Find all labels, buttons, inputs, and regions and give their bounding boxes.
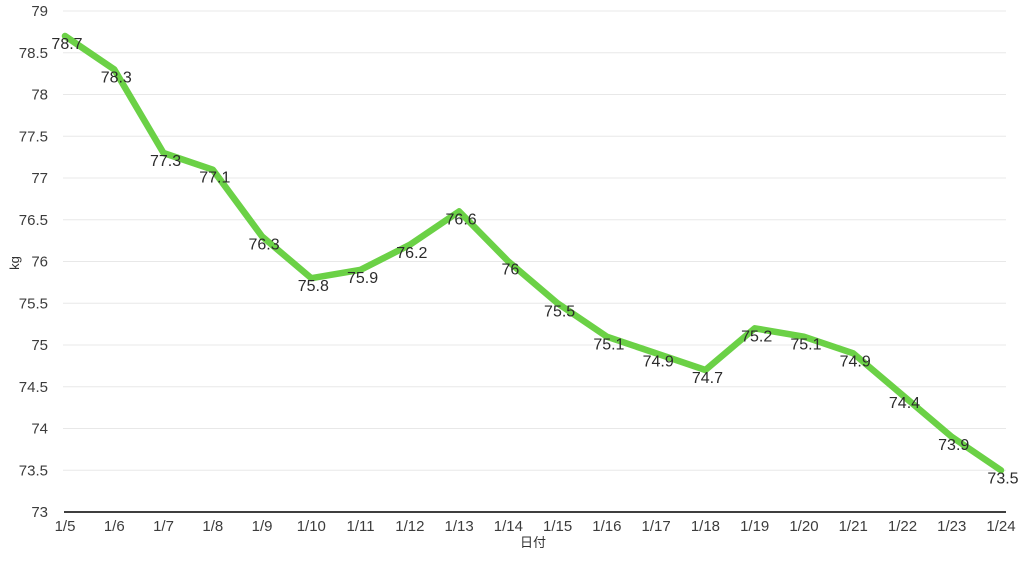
x-tick-label: 1/6 bbox=[104, 518, 125, 535]
y-tick-label: 75 bbox=[31, 337, 48, 354]
y-tick-label: 76 bbox=[31, 254, 48, 271]
x-tick-label: 1/9 bbox=[252, 518, 273, 535]
data-label: 76.3 bbox=[248, 236, 279, 253]
x-tick-label: 1/12 bbox=[395, 518, 424, 535]
x-tick-label: 1/14 bbox=[494, 518, 523, 535]
data-label: 76.2 bbox=[396, 245, 427, 262]
x-tick-label: 1/18 bbox=[691, 518, 720, 535]
y-tick-label: 78.5 bbox=[19, 45, 48, 62]
x-tick-label: 1/20 bbox=[789, 518, 818, 535]
data-label: 77.1 bbox=[199, 170, 230, 187]
x-tick-label: 1/24 bbox=[986, 518, 1015, 535]
data-label: 76 bbox=[501, 262, 519, 279]
x-tick-label: 1/7 bbox=[153, 518, 174, 535]
data-label: 75.1 bbox=[790, 337, 821, 354]
data-label: 73.9 bbox=[938, 437, 969, 454]
y-tick-label: 77 bbox=[31, 170, 48, 187]
data-label: 74.9 bbox=[840, 353, 871, 370]
x-tick-label: 1/15 bbox=[543, 518, 572, 535]
x-tick-label: 1/17 bbox=[642, 518, 671, 535]
x-tick-label: 1/11 bbox=[347, 518, 375, 535]
x-axis-title: 日付 bbox=[520, 535, 546, 550]
y-axis-tick-labels: 79 78.5 78 77.5 77 76.5 76 75.5 75 74.5 74 73.5 73 bbox=[19, 3, 48, 521]
y-tick-label: 78 bbox=[31, 87, 48, 104]
data-label: 74.4 bbox=[889, 395, 920, 412]
data-label: 75.1 bbox=[593, 337, 624, 354]
x-axis-tick-labels: 1/5 1/6 1/7 1/8 1/9 1/10 1/11 1/12 1/13 1/14 1/15 1… bbox=[55, 518, 1016, 535]
x-tick-label: 1/23 bbox=[937, 518, 966, 535]
data-label: 78.3 bbox=[101, 69, 132, 86]
x-tick-label: 1/16 bbox=[592, 518, 621, 535]
x-tick-label: 1/21 bbox=[839, 518, 868, 535]
data-label: 75.2 bbox=[741, 328, 772, 345]
x-tick-label: 1/13 bbox=[445, 518, 474, 535]
data-label: 75.9 bbox=[347, 270, 378, 287]
x-tick-label: 1/19 bbox=[740, 518, 769, 535]
y-tick-label: 77.5 bbox=[19, 128, 48, 145]
y-tick-label: 75.5 bbox=[19, 295, 48, 312]
x-tick-label: 1/22 bbox=[888, 518, 917, 535]
data-label: 74.7 bbox=[692, 370, 723, 387]
y-tick-label: 74 bbox=[31, 421, 48, 438]
y-tick-label: 73 bbox=[31, 504, 48, 521]
y-tick-label: 79 bbox=[31, 3, 48, 20]
series-data-labels: 78.7 78.3 77.3 77.1 76.3 75.8 75.9 76.2 76.6 76 75… bbox=[51, 36, 1018, 487]
data-label: 73.5 bbox=[987, 470, 1018, 487]
y-axis-title: kg bbox=[7, 256, 22, 270]
y-tick-label: 73.5 bbox=[19, 462, 48, 479]
y-tick-label: 76.5 bbox=[19, 212, 48, 229]
data-label: 74.9 bbox=[643, 353, 674, 370]
gridlines bbox=[63, 10, 1006, 471]
data-label: 75.5 bbox=[544, 303, 575, 320]
y-tick-label: 74.5 bbox=[19, 379, 48, 396]
x-tick-label: 1/5 bbox=[55, 518, 76, 535]
x-tick-label: 1/10 bbox=[297, 518, 326, 535]
data-label: 76.6 bbox=[446, 211, 477, 228]
data-label: 78.7 bbox=[51, 36, 82, 53]
data-label: 77.3 bbox=[150, 153, 181, 170]
x-tick-label: 1/8 bbox=[202, 518, 223, 535]
data-label: 75.8 bbox=[298, 278, 329, 295]
weight-line-series bbox=[61, 32, 1005, 474]
